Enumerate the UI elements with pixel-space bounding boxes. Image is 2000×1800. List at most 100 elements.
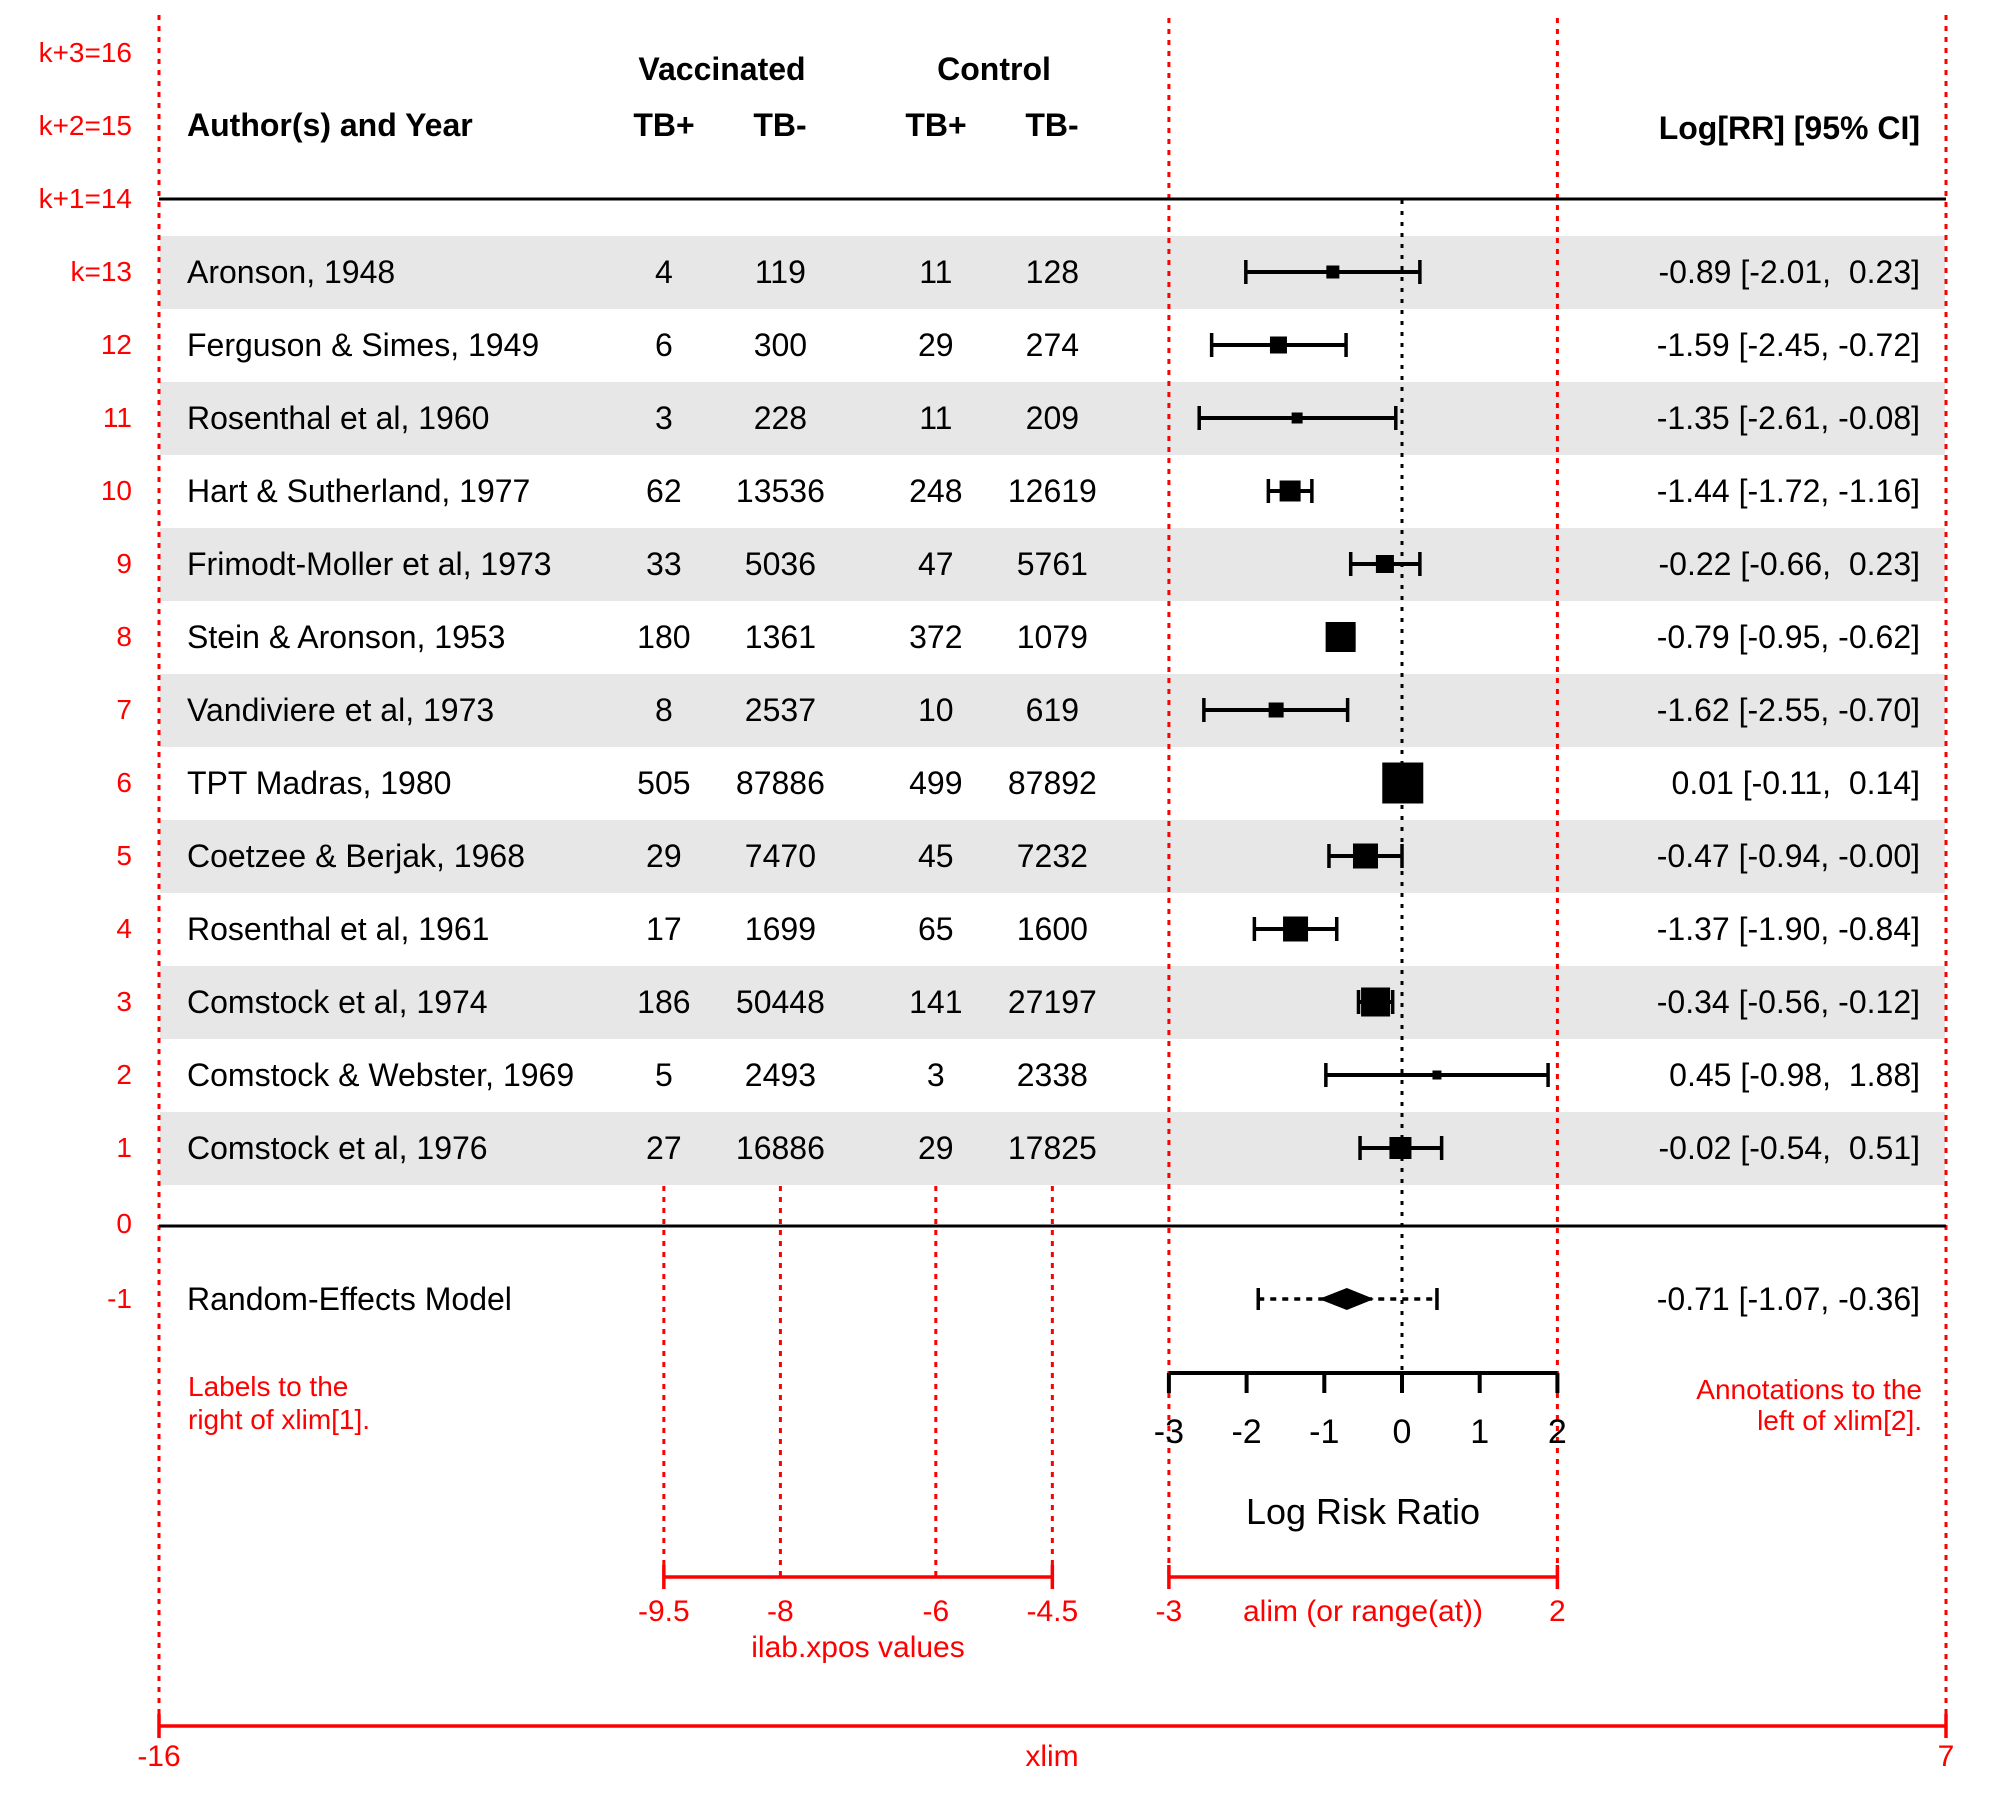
x-axis-tick-label: -1 <box>1309 1413 1340 1451</box>
estimate-square <box>1268 702 1284 718</box>
row-shade-band <box>160 819 1945 893</box>
tb-pos-vaccinated-value: 33 <box>646 546 682 582</box>
row-shade-band <box>160 965 1945 1039</box>
study-annotation: -0.02 [-0.54, 0.51] <box>1658 1130 1921 1166</box>
annotation-column-header: Log[RR] [95% CI] <box>1658 110 1920 146</box>
row-index-label: 3 <box>116 986 132 1017</box>
tb-pos-control-value: 29 <box>918 1130 954 1166</box>
alim-min-label: -3 <box>1155 1595 1183 1628</box>
study-author-label: Rosenthal et al, 1960 <box>187 400 490 436</box>
study-annotation: 0.01 [-0.11, 0.14] <box>1671 765 1920 801</box>
row-index-label: 12 <box>100 329 132 360</box>
study-author-label: Aronson, 1948 <box>187 254 396 290</box>
ilab-xpos-value-label: -6 <box>922 1595 950 1628</box>
study-annotation: -0.89 [-2.01, 0.23] <box>1658 254 1921 290</box>
study-author-label: Comstock et al, 1974 <box>187 984 488 1020</box>
study-annotation: -1.59 [-2.45, -0.72] <box>1656 327 1920 363</box>
estimate-square <box>1279 480 1301 502</box>
estimate-square <box>1326 265 1340 279</box>
tb-neg-control-value: 7232 <box>1016 838 1088 874</box>
row-index-label: 0 <box>116 1208 132 1239</box>
row-index-label: k+2=15 <box>38 110 132 141</box>
x-axis-title: Log Risk Ratio <box>1245 1491 1481 1532</box>
tb-neg-vaccinated-value: 2493 <box>744 1057 816 1093</box>
study-author-label: Frimodt-Moller et al, 1973 <box>187 546 552 582</box>
row-index-label: 7 <box>116 694 132 725</box>
tb-neg-control-value: 1600 <box>1016 911 1088 947</box>
tb-pos-control-value: 10 <box>918 692 954 728</box>
study-author-label: Comstock et al, 1976 <box>187 1130 488 1166</box>
summary-row-annotation: -0.71 [-1.07, -0.36] <box>1656 1281 1920 1317</box>
tb-pos-control-value: 248 <box>909 473 963 509</box>
column-header-tb-pos-vaccinated: TB+ <box>633 107 695 143</box>
column-header-tb-neg-control: TB- <box>1025 107 1079 143</box>
row-shade-band <box>160 1111 1945 1185</box>
tb-pos-vaccinated-value: 4 <box>654 254 673 290</box>
tb-neg-vaccinated-value: 2537 <box>744 692 816 728</box>
estimate-square <box>1375 555 1394 573</box>
tb-neg-control-value: 619 <box>1025 692 1080 728</box>
labels-note-line-2: right of xlim[1]. <box>188 1404 371 1435</box>
study-author-label: Rosenthal et al, 1961 <box>187 911 490 947</box>
study-author-label: Coetzee & Berjak, 1968 <box>187 838 525 874</box>
tb-pos-vaccinated-value: 3 <box>654 400 673 436</box>
tb-pos-vaccinated-value: 29 <box>646 838 682 874</box>
study-author-label: TPT Madras, 1980 <box>187 765 452 801</box>
study-annotation: -1.37 [-1.90, -0.84] <box>1656 911 1920 947</box>
tb-pos-control-value: 372 <box>909 619 963 655</box>
tb-neg-control-value: 274 <box>1025 327 1080 363</box>
tb-pos-control-value: 11 <box>919 400 953 436</box>
ilab-xpos-value-label: -9.5 <box>637 1595 690 1628</box>
author-column-header: Author(s) and Year <box>187 107 473 143</box>
column-header-tb-neg-vaccinated: TB- <box>753 107 807 143</box>
summary-row-label: Random-Effects Model <box>187 1281 512 1317</box>
ilab-xpos-value-label: -4.5 <box>1026 1595 1079 1628</box>
ilab-xpos-caption: ilab.xpos values <box>751 1631 965 1664</box>
tb-pos-control-value: 499 <box>909 765 963 801</box>
row-index-label: 4 <box>116 913 132 944</box>
tb-neg-control-value: 27197 <box>1007 984 1097 1020</box>
xlim-caption: xlim <box>1025 1740 1079 1773</box>
tb-neg-vaccinated-value: 87886 <box>735 765 825 801</box>
row-shade-band <box>160 235 1945 309</box>
row-index-label: -1 <box>107 1283 132 1314</box>
tb-neg-vaccinated-value: 13536 <box>735 473 825 509</box>
tb-neg-vaccinated-value: 16886 <box>735 1130 825 1166</box>
study-author-label: Vandiviere et al, 1973 <box>187 692 495 728</box>
tb-neg-control-value: 209 <box>1025 400 1080 436</box>
estimate-square <box>1352 843 1378 869</box>
study-annotation: -1.62 [-2.55, -0.70] <box>1656 692 1920 728</box>
alim-max-label: 2 <box>1549 1595 1566 1628</box>
tb-pos-control-value: 47 <box>918 546 954 582</box>
estimate-square <box>1382 762 1424 804</box>
tb-pos-control-value: 65 <box>918 911 954 947</box>
study-author-label: Hart & Sutherland, 1977 <box>187 473 531 509</box>
estimate-square <box>1325 622 1356 652</box>
tb-pos-vaccinated-value: 180 <box>637 619 691 655</box>
summary-diamond <box>1318 1288 1375 1310</box>
row-index-label: 9 <box>116 548 132 579</box>
column-group-header-vaccinated: Vaccinated <box>638 51 806 87</box>
tb-pos-vaccinated-value: 27 <box>646 1130 682 1166</box>
estimate-square <box>1269 336 1287 354</box>
tb-pos-vaccinated-value: 8 <box>654 692 673 728</box>
tb-pos-vaccinated-value: 17 <box>646 911 682 947</box>
tb-pos-control-value: 141 <box>909 984 963 1020</box>
study-annotation: -0.47 [-0.94, -0.00] <box>1656 838 1920 874</box>
row-index-label: 10 <box>100 475 132 506</box>
tb-neg-vaccinated-value: 228 <box>753 400 808 436</box>
tb-neg-control-value: 5761 <box>1016 546 1088 582</box>
row-index-label: 5 <box>116 840 132 871</box>
x-axis-tick-label: -2 <box>1231 1413 1262 1451</box>
tb-pos-vaccinated-value: 6 <box>654 327 673 363</box>
x-axis-tick-label: 1 <box>1470 1413 1490 1451</box>
tb-neg-vaccinated-value: 50448 <box>735 984 825 1020</box>
tb-neg-vaccinated-value: 1699 <box>744 911 816 947</box>
tb-pos-control-value: 45 <box>918 838 954 874</box>
tb-pos-control-value: 11 <box>919 254 953 290</box>
alim-caption: alim (or range(at)) <box>1242 1595 1484 1628</box>
labels-note-line-1: Labels to the <box>188 1371 349 1402</box>
column-group-header-control: Control <box>937 51 1051 87</box>
